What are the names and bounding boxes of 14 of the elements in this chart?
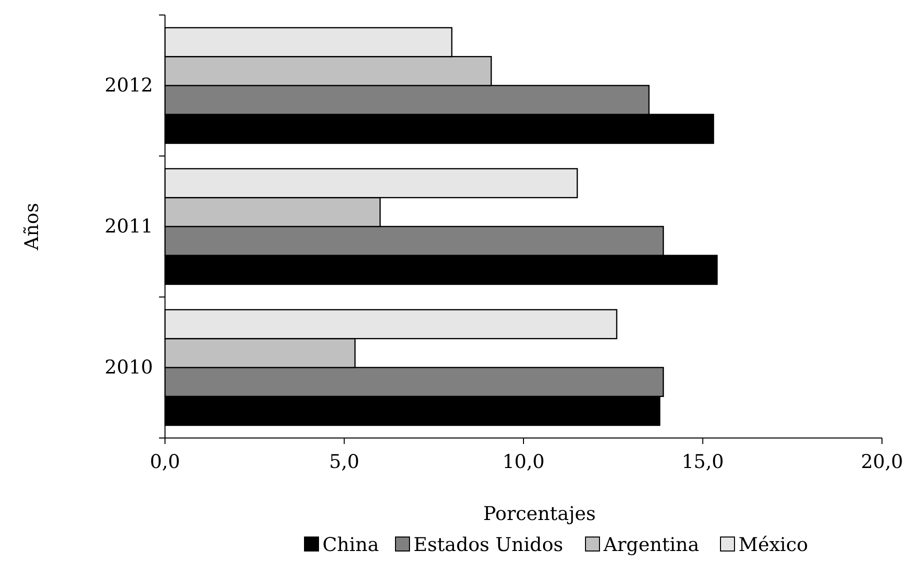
x-tick-label: 5,0 [329,451,360,473]
y-tick-label: 2010 [104,356,153,378]
y-tick-label: 2012 [104,74,153,96]
x-tick-label: 0,0 [150,451,180,473]
x-axis-title: Porcentajes [483,503,596,525]
legend-label: China [322,534,379,556]
y-tick-label: 2011 [104,216,153,238]
x-tick-label: 15,0 [682,451,724,473]
legend-label: México [738,534,808,556]
y-axis-title: Años [21,202,43,252]
legend-label: Argentina [602,534,700,556]
legend-label: Estados Unidos [414,534,564,556]
x-tick-label: 20,0 [860,451,904,473]
x-tick-label: 10,0 [502,451,545,473]
